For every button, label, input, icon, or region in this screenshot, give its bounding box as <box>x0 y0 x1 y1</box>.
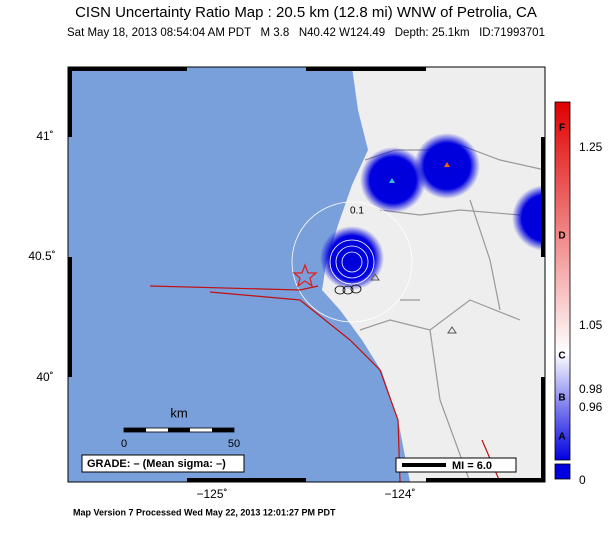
grade-letter: A <box>558 432 565 443</box>
contours-dark <box>334 284 362 295</box>
lat-label: 40˚ <box>36 370 53 384</box>
lat-label: 40.5˚ <box>28 249 55 263</box>
station <box>389 178 395 183</box>
epicenter <box>292 263 318 288</box>
title: CISN Uncertainty Ratio Map : 20.5 km (12… <box>75 4 537 21</box>
grade-text: GRADE: – (Mean sigma: –) <box>87 458 226 470</box>
contour-label: 0.1 <box>350 206 364 217</box>
colorbar-value: 1.25 <box>579 140 603 154</box>
footer: Map Version 7 Processed Wed May 22, 2013… <box>73 507 336 517</box>
scale-start: 0 <box>121 438 127 450</box>
grade-letter: D <box>558 231 565 242</box>
subtitle: Sat May 18, 2013 08:54:04 AM PDT M 3.8 N… <box>67 27 545 39</box>
station <box>444 162 450 167</box>
scale-bar: km 0 50 <box>121 405 240 449</box>
contours <box>291 201 413 323</box>
colorbar-value: 0 <box>579 473 586 487</box>
lat-label: 41˚ <box>36 129 53 143</box>
scale-unit: km <box>170 405 187 420</box>
colorbar-value: 0.96 <box>579 400 603 414</box>
mi-legend <box>395 457 517 473</box>
colorbar-value: 0.98 <box>579 382 603 396</box>
grade-letter: F <box>559 123 565 134</box>
lon-label: −124˚ <box>384 487 415 501</box>
grade-letter: C <box>558 351 565 362</box>
map-area: 0.1 <box>68 67 545 482</box>
station <box>447 326 457 334</box>
grade-letter: B <box>558 393 565 404</box>
station-blob <box>320 226 384 290</box>
mi-text: MI = 6.0 <box>452 460 492 472</box>
station-blob <box>512 185 545 251</box>
scale-end: 50 <box>228 438 240 450</box>
grade-box <box>81 454 245 473</box>
map-frame <box>67 66 546 483</box>
colorbar: F D C B A 1.25 1.05 0.98 0.96 0 <box>554 101 603 487</box>
lon-label: −125˚ <box>196 487 227 501</box>
station <box>370 273 380 281</box>
colorbar-value: 1.05 <box>579 318 603 332</box>
